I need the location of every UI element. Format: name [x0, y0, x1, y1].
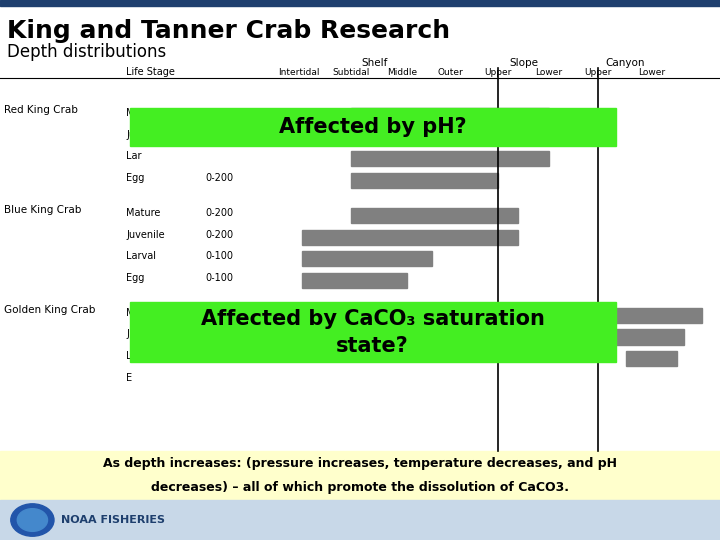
Bar: [351, 130, 549, 145]
Bar: [626, 351, 677, 366]
Text: Subtidal: Subtidal: [333, 68, 370, 77]
Text: Middle: Middle: [387, 68, 417, 77]
Bar: [351, 173, 498, 188]
Text: Shelf: Shelf: [361, 57, 387, 68]
Bar: [302, 230, 518, 245]
Text: Egg: Egg: [126, 273, 145, 283]
Text: Lar: Lar: [126, 151, 142, 161]
Text: Larval: Larval: [126, 251, 156, 261]
Bar: [302, 273, 407, 288]
Text: Depth distributions: Depth distributions: [7, 43, 166, 61]
Text: Outer: Outer: [437, 68, 463, 77]
Bar: [0, 451, 720, 500]
Text: Affected by CaCO₃ saturation: Affected by CaCO₃ saturation: [201, 308, 544, 329]
Bar: [498, 308, 702, 323]
Text: Blue King Crab: Blue King Crab: [4, 205, 81, 215]
Text: 0-100: 0-100: [205, 251, 233, 261]
Bar: [351, 151, 549, 166]
Text: Lower: Lower: [535, 68, 562, 77]
Text: Affected by pH?: Affected by pH?: [279, 117, 467, 137]
Text: 0-200: 0-200: [205, 230, 233, 240]
Text: 0-200: 0-200: [205, 173, 233, 183]
Text: Canyon: Canyon: [606, 57, 644, 68]
Text: 0-200: 0-200: [205, 208, 233, 218]
Text: Mature: Mature: [126, 308, 161, 318]
Text: As depth increases: (pressure increases, temperature decreases, and pH: As depth increases: (pressure increases,…: [103, 457, 617, 470]
Text: Slope: Slope: [509, 57, 538, 68]
Text: 3-300: 3-300: [205, 108, 233, 118]
Text: Juvenile: Juvenile: [126, 230, 165, 240]
Bar: [0, 500, 720, 540]
Bar: [351, 108, 549, 123]
Bar: [598, 329, 684, 345]
Text: NOAA FISHERIES: NOAA FISHERIES: [61, 515, 165, 525]
Text: decreases) – all of which promote the dissolution of CaCO3.: decreases) – all of which promote the di…: [151, 481, 569, 494]
Bar: [130, 108, 616, 146]
Circle shape: [17, 509, 48, 531]
Text: Lower: Lower: [638, 68, 665, 77]
Text: 100-1000: 100-1000: [205, 308, 251, 318]
Text: 0-100: 0-100: [205, 273, 233, 283]
Text: L: L: [126, 351, 132, 361]
Text: J: J: [126, 329, 129, 340]
Text: E: E: [126, 373, 132, 383]
Text: Mature: Mature: [126, 208, 161, 218]
Text: Egg: Egg: [126, 173, 145, 183]
Text: Red King Crab: Red King Crab: [4, 105, 78, 116]
Circle shape: [11, 504, 54, 536]
Text: King and Tanner Crab Research: King and Tanner Crab Research: [7, 19, 450, 43]
Text: Mature: Mature: [126, 108, 161, 118]
Bar: [302, 251, 432, 266]
Text: Juv: Juv: [126, 130, 141, 140]
Text: Life Stage: Life Stage: [126, 66, 175, 77]
Bar: [130, 302, 616, 362]
Text: Upper: Upper: [584, 68, 611, 77]
Bar: [0, 0, 720, 6]
Text: Golden King Crab: Golden King Crab: [4, 305, 95, 315]
Text: Upper: Upper: [485, 68, 512, 77]
Text: Intertidal: Intertidal: [278, 68, 320, 77]
Bar: [351, 208, 518, 223]
Text: state?: state?: [336, 335, 409, 356]
